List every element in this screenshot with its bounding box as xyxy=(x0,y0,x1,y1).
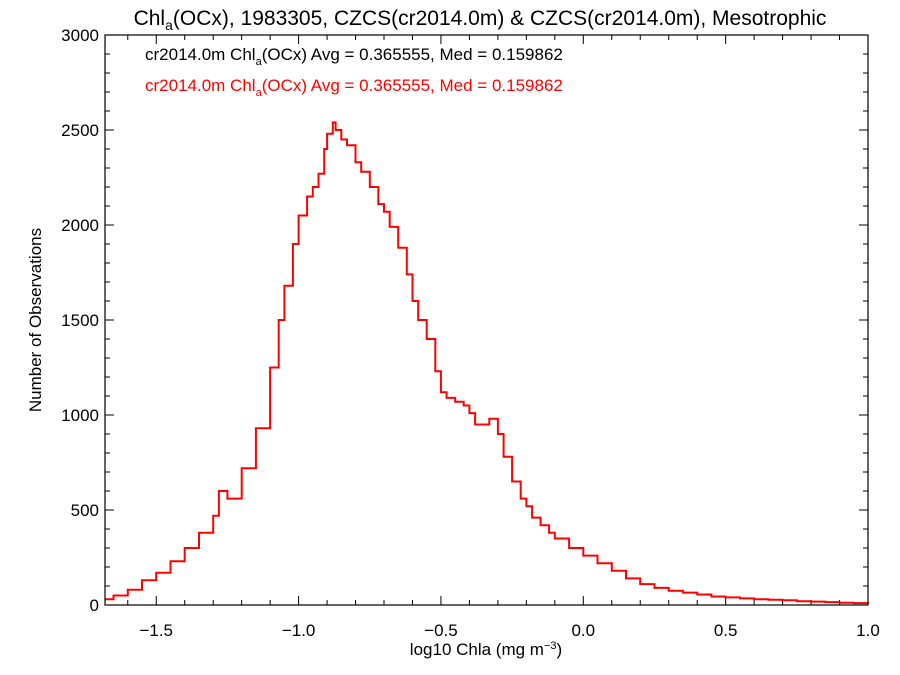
y-axis-label: Number of Observations xyxy=(26,228,45,412)
y-axis: 0 500 1000 1500 2000 2500 3000 xyxy=(61,26,868,615)
y-tick-label: 0 xyxy=(90,596,99,615)
x-tick-label: 0.5 xyxy=(714,621,738,640)
x-axis-label: log10 Chla (mg m−3) xyxy=(410,640,562,659)
annotation-2-post: (OCx) Avg = 0.365555, Med = 0.159862 xyxy=(262,76,563,95)
x-axis-label-superscript: −3 xyxy=(544,640,557,652)
x-tick-label: 1.0 xyxy=(856,621,880,640)
x-tick-label: −0.5 xyxy=(424,621,458,640)
chart-title: Chla(OCx), 1983305, CZCS(cr2014.0m) & CZ… xyxy=(134,7,827,33)
x-tick-label: −1.5 xyxy=(139,621,173,640)
x-axis: −1.5 −1.0 −0.5 0.0 0.5 1.0 xyxy=(127,35,880,640)
y-tick-label: 500 xyxy=(71,501,99,520)
x-axis-label-pre: log10 Chla (mg m xyxy=(410,640,544,659)
chart-title-subscript: a xyxy=(165,17,173,33)
annotation-1-post: (OCx) Avg = 0.365555, Med = 0.159862 xyxy=(262,45,563,64)
x-axis-label-post: ) xyxy=(557,640,563,659)
annotation-1-pre: cr2014.0m Chl xyxy=(145,45,256,64)
chart-title-post: (OCx), 1983305, CZCS(cr2014.0m) & CZCS(c… xyxy=(173,7,827,30)
y-tick-label: 1000 xyxy=(61,406,99,425)
annotation-2-pre: cr2014.0m Chl xyxy=(145,76,256,95)
y-tick-label: 2500 xyxy=(61,121,99,140)
x-tick-label: −1.0 xyxy=(282,621,316,640)
chart-title-pre: Chl xyxy=(134,7,166,30)
annotation-line-2: cr2014.0m Chla(OCx) Avg = 0.365555, Med … xyxy=(145,76,563,99)
y-tick-label: 1500 xyxy=(61,311,99,330)
histogram-series-line xyxy=(105,121,869,605)
annotation-1-subscript: a xyxy=(256,56,263,68)
y-tick-label: 2000 xyxy=(61,216,99,235)
annotation-2-subscript: a xyxy=(256,87,263,99)
annotation-line-1: cr2014.0m Chla(OCx) Avg = 0.365555, Med … xyxy=(145,45,563,68)
x-tick-label: 0.0 xyxy=(571,621,595,640)
y-tick-label: 3000 xyxy=(61,26,99,45)
plot-frame xyxy=(104,34,869,606)
